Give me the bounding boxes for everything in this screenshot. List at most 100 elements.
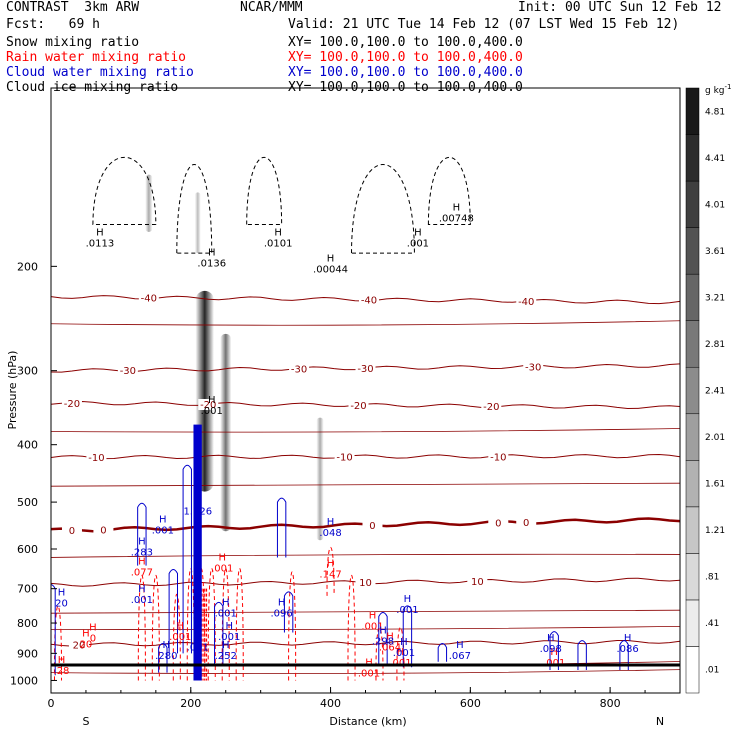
temperature-label-bg [68,639,89,651]
cloud_max-value: .280 [155,651,177,662]
snow_max-value: .00748 [439,213,474,224]
temperature-label: 0 [495,519,501,530]
temperature-contour [51,609,680,614]
snow_max-marker: H [208,247,216,258]
cloud_max-marker: H [222,640,230,651]
cloud_max-value: .001 [187,642,209,653]
cloud-water-contour [619,640,629,670]
temperature-label: -10 [490,452,506,463]
cloud_max-marker: H [547,633,555,644]
temperature-contour [51,428,680,433]
rain_max-value: .001 [543,658,565,669]
colorbar-swatch [685,366,700,415]
snow-shading-3 [145,174,153,232]
snow-shading-4 [194,192,201,254]
colorbar-level: 3.61 [705,247,725,257]
init-label: Init: 00 UTC Sun 12 Feb 12 [518,0,722,15]
rain_max-value: .077 [131,567,153,578]
colorbar-swatch [685,646,700,694]
snow-shading-1 [220,333,232,532]
rain-contour [53,605,63,681]
temperature-label: -30 [357,364,373,375]
cloud_max-marker: H [225,621,233,632]
y-tick-label: 500 [17,496,38,509]
field-rain-label: Rain water mixing ratio [6,50,187,65]
temperature-label-bg [348,400,369,412]
temperature-label: -20 [350,401,366,412]
rain_max-value: .28 [54,666,70,677]
temperature-contour [51,640,680,647]
colorbar-swatch [685,180,700,228]
rain_max-marker: H [218,553,226,564]
y-tick-label: 700 [17,583,38,596]
temperature-label-bg [467,576,488,588]
y-tick-label: 200 [17,260,38,273]
cloud-ice-contours [92,156,471,254]
temperature-label-bg [516,295,537,307]
rain-contour [375,627,384,681]
cloud_max-value: .001 [218,632,240,643]
cloud_max-marker: H [379,626,387,637]
y-tick-label: 400 [17,439,38,452]
rain-contour [288,571,297,681]
colorbar-level: 4.41 [705,154,725,164]
colorbar-swatch [685,460,700,508]
temperature-label-bg [289,363,310,375]
temperature-contour [51,553,680,558]
temperature-label-bg [362,519,383,531]
cloud-water-contour [182,464,192,654]
cloud_max-value: .067 [449,651,471,662]
temperature-label-bg [61,524,82,536]
cloud-water-contour [437,643,448,662]
rain_max-value: .001 [211,564,233,575]
snow_max-marker: H [414,227,422,238]
field-cloud-water-xy: XY= 100.0,100.0 to 100.0,400.0 [288,65,523,80]
x-end-label-south: S [83,715,90,728]
snow_max-marker: H [327,254,335,265]
rain_max-marker: H [397,647,405,658]
rain-contour [347,575,356,681]
temperature-label-bg [355,577,376,589]
temperature-label-bg [358,294,379,306]
x-tick-label: 800 [600,697,621,710]
cloud_max-marker: H [624,633,632,644]
y-tick-label: 900 [17,647,38,660]
colorbar: .01 .41 .81 1.21 1.61 2.01 2.41 2.81 3.21 3.61 4.0… [685,87,725,694]
cloud-ice-contour [92,156,157,226]
rain_max-marker: H [138,556,146,567]
temperature-label-bg [138,292,159,304]
rain-contour [137,575,146,681]
x-axis-title: Distance (km) [329,715,406,728]
cloud-water-contour [214,601,224,665]
snow_max-value: .0101 [264,238,293,249]
colorbar-swatch [685,87,700,135]
rain_max-value: .147 [319,569,341,580]
temperature-label-bg [488,517,509,529]
rain-contour [235,568,244,681]
temperature-contour [51,482,680,487]
cloud_max-value: .001 [396,605,418,616]
x-tick-label: 400 [320,697,341,710]
cloud-ice-contour [351,163,415,254]
cloud_max-value: .001 [131,595,153,606]
temperature-label: 20 [73,640,86,651]
snow-shading-2 [316,417,324,541]
colorbar-unit-exp: -1 [725,83,732,91]
cloud_max-value: .252 [215,651,237,662]
cloud-water-contour [577,640,587,670]
snow_max-value: .00044 [313,265,348,276]
colorbar-level: 4.01 [705,200,725,210]
temperature-contours: -40 -40 -40 -30 -30 -30 -30 -20 -20 -20 -20 -10 -10 -… [51,292,680,675]
colorbar-level: 1.61 [705,480,725,490]
cloud_max-value: .086 [616,644,638,655]
field-snow-xy: XY= 100.0,100.0 to 100.0,400.0 [288,35,523,50]
temperature-label: -30 [525,363,541,374]
rain-contour [221,568,230,681]
rain_max-marker: H [550,647,558,658]
y-axis-title: Pressure (hPa) [6,351,19,430]
cloud_max-value: .001 [393,648,415,659]
temperature-label: 10 [471,577,484,588]
cloud_max-marker: H [456,640,464,651]
cloud_max-value: 20 [55,598,68,609]
snow_max-marker: H [453,202,461,213]
